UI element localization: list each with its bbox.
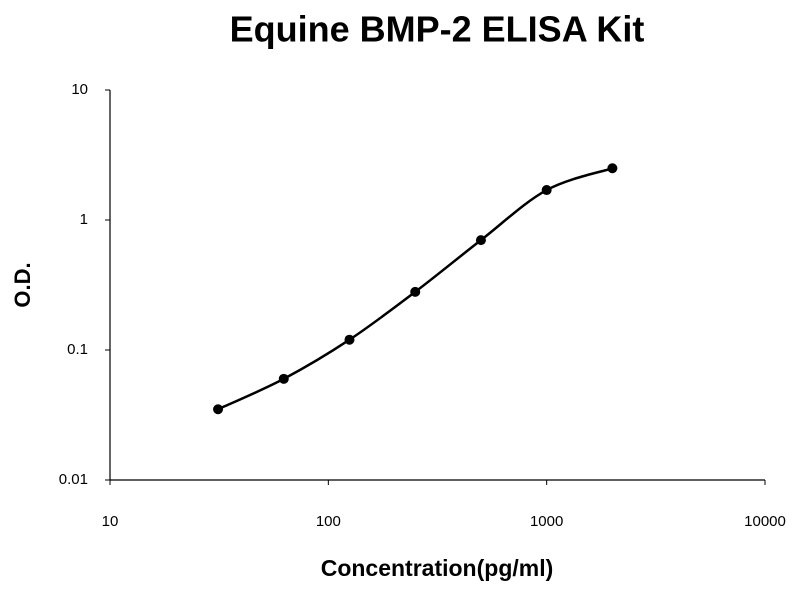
- x-axis-label: Concentration(pg/ml): [321, 555, 554, 581]
- data-point: [475, 235, 486, 246]
- y-tick-label: 10: [71, 81, 88, 98]
- x-tick-label: 10000: [744, 513, 786, 530]
- data-point: [344, 334, 355, 345]
- y-tick-label: 0.01: [59, 471, 88, 488]
- y-tick-label: 1: [80, 211, 88, 228]
- data-point: [607, 163, 618, 174]
- data-point: [213, 404, 224, 415]
- x-tick-label: 100: [316, 513, 341, 530]
- x-tick-label: 10: [102, 513, 119, 530]
- x-tick-label: 1000: [530, 513, 563, 530]
- data-point: [541, 185, 552, 196]
- data-point: [410, 286, 421, 297]
- chart-title: Equine BMP-2 ELISA Kit: [230, 9, 645, 50]
- data-point: [278, 373, 289, 384]
- y-axis-label: O.D.: [10, 262, 35, 307]
- y-tick-label: 0.1: [67, 341, 88, 358]
